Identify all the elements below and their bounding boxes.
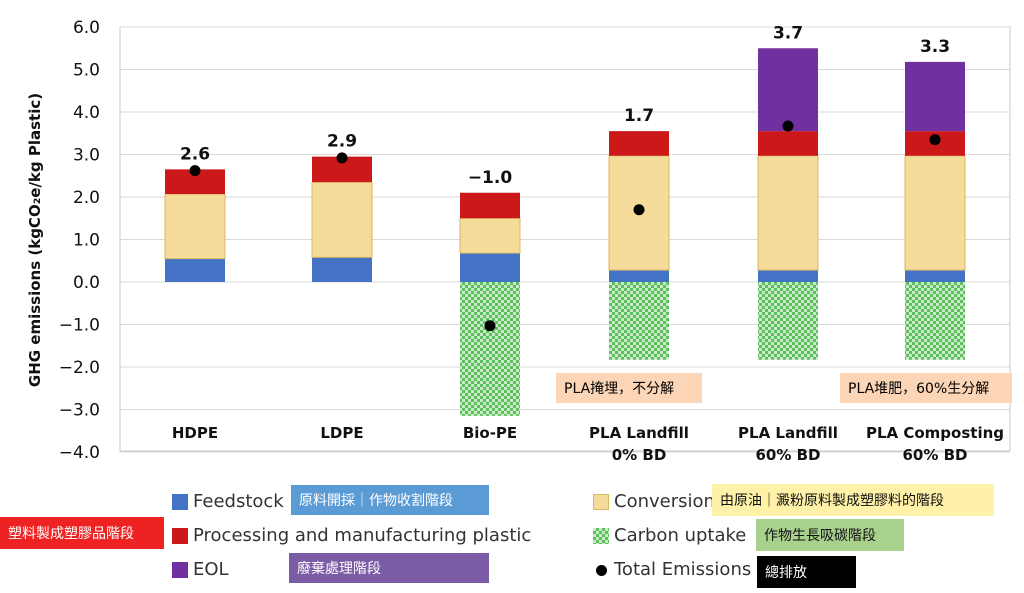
bar-feedstock (460, 253, 520, 282)
note-pla-landfill: PLA掩埋，不分解 (556, 373, 702, 403)
legend-feedstock: Feedstock (193, 491, 284, 512)
bar-processing (460, 192, 520, 219)
x-category-label: LDPE (320, 424, 363, 442)
y-tick-label: 5.0 (73, 61, 100, 81)
total-emission-dot (929, 134, 941, 146)
feedstock-legend-icon (172, 494, 188, 510)
x-category-label: PLA Landfill (738, 424, 838, 442)
bar-conversion (904, 155, 966, 271)
y-tick-label: 0.0 (73, 273, 100, 293)
y-axis-label: GHG emissions (kgCO₂e/kg Plastic) (26, 93, 44, 387)
note-eol: 廢棄處理階段 (289, 553, 489, 583)
legend-conversion: Conversion (614, 491, 715, 512)
x-category-label: 0% BD (612, 446, 667, 464)
total-value-label: 3.7 (773, 23, 803, 43)
bar-eol (905, 61, 965, 132)
y-tick-label: 1.0 (73, 231, 100, 251)
legend-carbon-uptake: Carbon uptake (614, 525, 747, 546)
x-category-label: 60% BD (755, 446, 820, 464)
bar-processing (758, 131, 818, 156)
y-tick-label: −2.0 (59, 358, 100, 378)
total-emission-dot (336, 152, 348, 164)
bar-feedstock (312, 257, 372, 282)
x-category-label: PLA Composting (866, 424, 1004, 442)
y-tick-label: 6.0 (73, 18, 100, 38)
total-value-label: 1.7 (624, 106, 654, 126)
bar-eol (758, 48, 818, 132)
bar-feedstock (165, 258, 225, 282)
note-feedstock: 原料開採｜作物收割階段 (291, 485, 489, 515)
note-pla-compost: PLA堆肥，60%生分解 (840, 373, 1012, 403)
x-category-label: HDPE (172, 424, 218, 442)
carbon-uptake-legend-icon (593, 528, 609, 544)
y-tick-label: 2.0 (73, 188, 100, 208)
total-value-label: 3.3 (920, 37, 950, 57)
bar-feedstock (609, 270, 669, 282)
x-category-label: 60% BD (902, 446, 967, 464)
total-value-label: 2.6 (180, 144, 210, 164)
eol-legend-icon (172, 562, 188, 578)
x-category-label: Bio-PE (463, 424, 517, 442)
total-value-label: 2.9 (327, 132, 357, 152)
y-tick-label: 4.0 (73, 103, 100, 123)
processing-legend-icon (172, 528, 188, 544)
y-tick-label: −3.0 (59, 401, 100, 421)
note-conversion: 由原油｜澱粉原料製成塑膠料的階段 (712, 484, 994, 516)
total-emission-dot (782, 120, 794, 132)
y-tick-label: 3.0 (73, 146, 100, 166)
bar-feedstock (905, 270, 965, 282)
note-total: 總排放 (757, 556, 856, 588)
bar-conversion (757, 155, 819, 271)
x-category-label: PLA Landfill (589, 424, 689, 442)
total-emission-dot (633, 204, 645, 216)
total-emission-dot (189, 165, 201, 177)
bar-carbon-uptake (460, 282, 520, 416)
legend-processing: Processing and manufacturing plastic (193, 525, 532, 546)
bar-carbon-uptake (758, 282, 818, 360)
bar-processing (609, 131, 669, 156)
y-tick-label: −1.0 (59, 316, 100, 336)
conversion-legend-icon (593, 494, 609, 510)
bar-conversion (459, 217, 521, 254)
total-emission-dot (484, 320, 496, 332)
note-processing: 塑料製成塑膠品階段 (0, 517, 164, 549)
y-tick-label: −4.0 (59, 443, 100, 463)
bar-feedstock (758, 270, 818, 282)
note-carbon-uptake: 作物生長吸碳階段 (756, 519, 904, 551)
legend-eol: EOL (193, 559, 229, 580)
bar-carbon-uptake (905, 282, 965, 360)
bar-carbon-uptake (609, 282, 669, 360)
bar-conversion (311, 181, 373, 258)
total-value-label: −1.0 (468, 168, 513, 188)
legend-total-emissions: Total Emissions (614, 559, 752, 580)
bar-conversion (164, 193, 226, 260)
total-emissions-legend-icon (596, 565, 607, 576)
